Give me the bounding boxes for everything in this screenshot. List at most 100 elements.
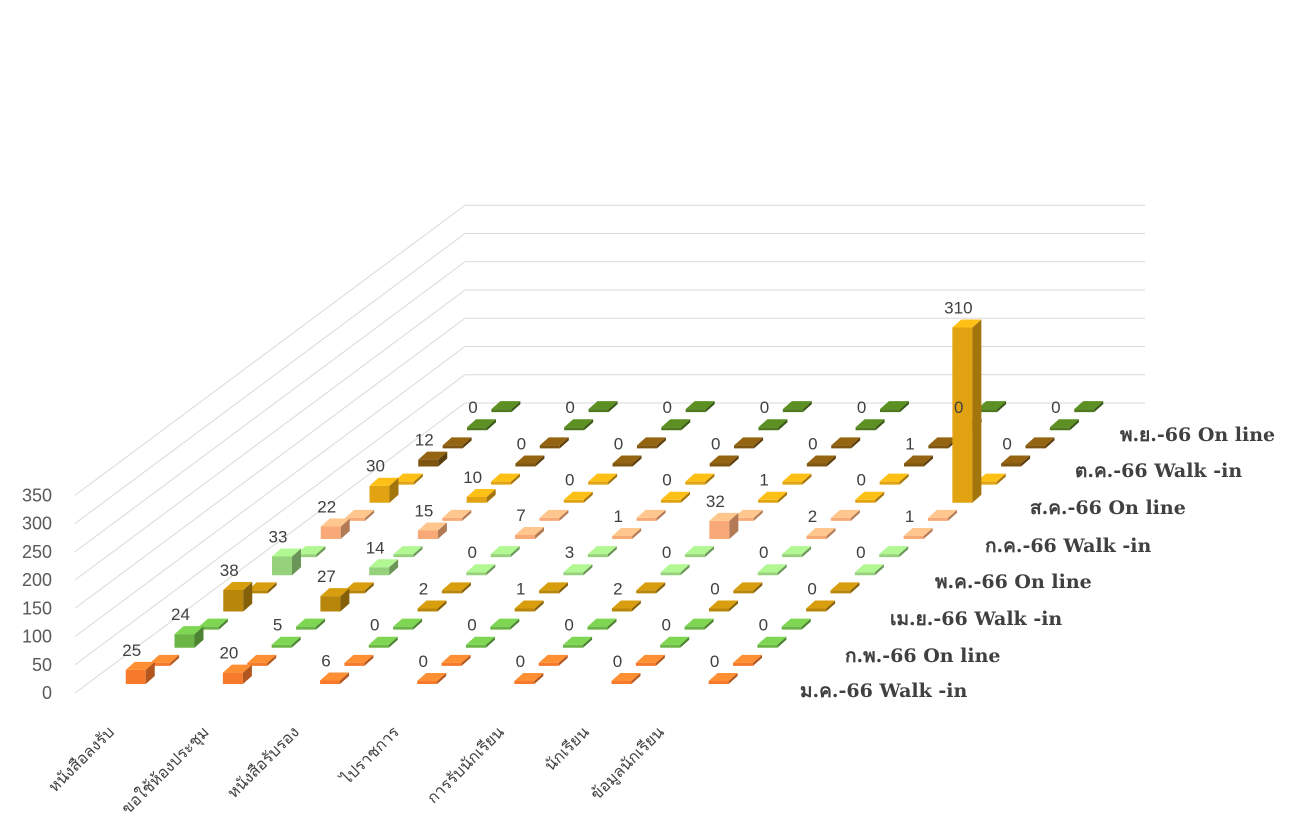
- bar-front: [977, 409, 998, 413]
- bar-top: [708, 672, 738, 681]
- bar-top: [588, 401, 618, 410]
- bar-side: [1069, 419, 1079, 431]
- bar-front: [879, 554, 900, 558]
- bar-front: [1074, 409, 1095, 413]
- bar-side: [705, 473, 715, 485]
- bar: [344, 582, 374, 594]
- bar: [491, 401, 521, 413]
- bar: [587, 546, 617, 558]
- bar-top: [903, 455, 933, 464]
- bar-top: [782, 546, 812, 555]
- bar-side: [631, 600, 641, 612]
- bar: [806, 600, 836, 612]
- bar-side: [802, 546, 812, 558]
- bar-front: [515, 534, 536, 539]
- bar: [369, 559, 399, 576]
- bar-side: [559, 582, 569, 594]
- bar-side: [850, 509, 860, 521]
- bar-front: [490, 626, 511, 630]
- bar-front: [539, 445, 560, 449]
- bar-front: [442, 517, 463, 521]
- bar: [879, 473, 909, 485]
- bar-front: [806, 463, 827, 467]
- bar-top: [538, 654, 568, 663]
- series-label: พ.ค.-66 On line: [935, 571, 1092, 593]
- bar-top: [855, 491, 885, 500]
- bar-front: [563, 572, 584, 576]
- bar-front: [539, 517, 560, 521]
- bar-top: [879, 473, 909, 482]
- data-label: 0: [857, 398, 866, 417]
- bar-side: [826, 527, 836, 539]
- bar: [296, 618, 326, 630]
- bar: [417, 522, 447, 539]
- bar-top: [466, 564, 496, 573]
- bar: [734, 437, 764, 449]
- bar: [977, 401, 1007, 413]
- bar-top: [1001, 455, 1031, 464]
- gridline-side: [74, 346, 466, 637]
- bar-top: [635, 654, 665, 663]
- bar-side: [608, 401, 618, 413]
- bar-top: [976, 473, 1006, 482]
- bar: [588, 401, 618, 413]
- bar-top: [684, 546, 714, 555]
- bar: [781, 618, 811, 630]
- data-label: 5: [273, 616, 282, 635]
- bar-top: [563, 491, 593, 500]
- bar-front: [1025, 445, 1046, 449]
- bar-front: [1001, 463, 1022, 467]
- gridline-side: [74, 317, 466, 609]
- data-label: 32: [706, 492, 725, 511]
- data-label: 0: [954, 398, 963, 417]
- bar-front: [660, 499, 681, 503]
- bar-front: [271, 644, 292, 648]
- bar-side: [632, 455, 642, 467]
- bar-side: [316, 618, 326, 630]
- bar-side: [535, 455, 545, 467]
- bar-side: [461, 654, 471, 666]
- bar: [369, 477, 399, 503]
- bar-front: [976, 481, 997, 485]
- bar: [611, 672, 641, 684]
- bar-front: [709, 463, 730, 467]
- bar-front: [734, 445, 755, 449]
- bar-side: [389, 477, 399, 503]
- gridline-side: [74, 374, 466, 666]
- bar-side: [607, 546, 617, 558]
- data-label: 10: [463, 468, 482, 487]
- bar-side: [753, 509, 763, 521]
- bar-top: [660, 636, 690, 645]
- bar-front: [758, 499, 779, 503]
- bar: [491, 473, 521, 485]
- bar-top: [782, 473, 812, 482]
- bar-side: [267, 582, 277, 594]
- bar-side: [242, 664, 252, 684]
- bar-front: [198, 626, 219, 630]
- bar: [418, 451, 448, 467]
- bar-side: [413, 618, 423, 630]
- bar-front: [635, 662, 656, 666]
- bar-side: [778, 491, 788, 503]
- bar-top: [757, 636, 787, 645]
- bar: [515, 526, 545, 539]
- data-label: 0: [760, 398, 769, 417]
- bar-top: [611, 600, 641, 609]
- bar-top: [661, 419, 691, 428]
- data-label: 15: [414, 501, 433, 520]
- bar-front: [588, 481, 609, 485]
- bar-top: [271, 636, 301, 645]
- bar-side: [875, 491, 885, 503]
- y-tick-label: 100: [22, 627, 52, 647]
- bar-top: [587, 618, 617, 627]
- bar-side: [680, 636, 690, 648]
- bar-front: [467, 427, 488, 431]
- data-label: 0: [564, 616, 573, 635]
- bar-side: [291, 636, 301, 648]
- bar-side: [656, 509, 666, 521]
- bar: [830, 509, 860, 521]
- series-label: ม.ค.-66 Walk -in: [800, 680, 968, 702]
- bar-top: [417, 600, 447, 609]
- bar: [564, 419, 594, 431]
